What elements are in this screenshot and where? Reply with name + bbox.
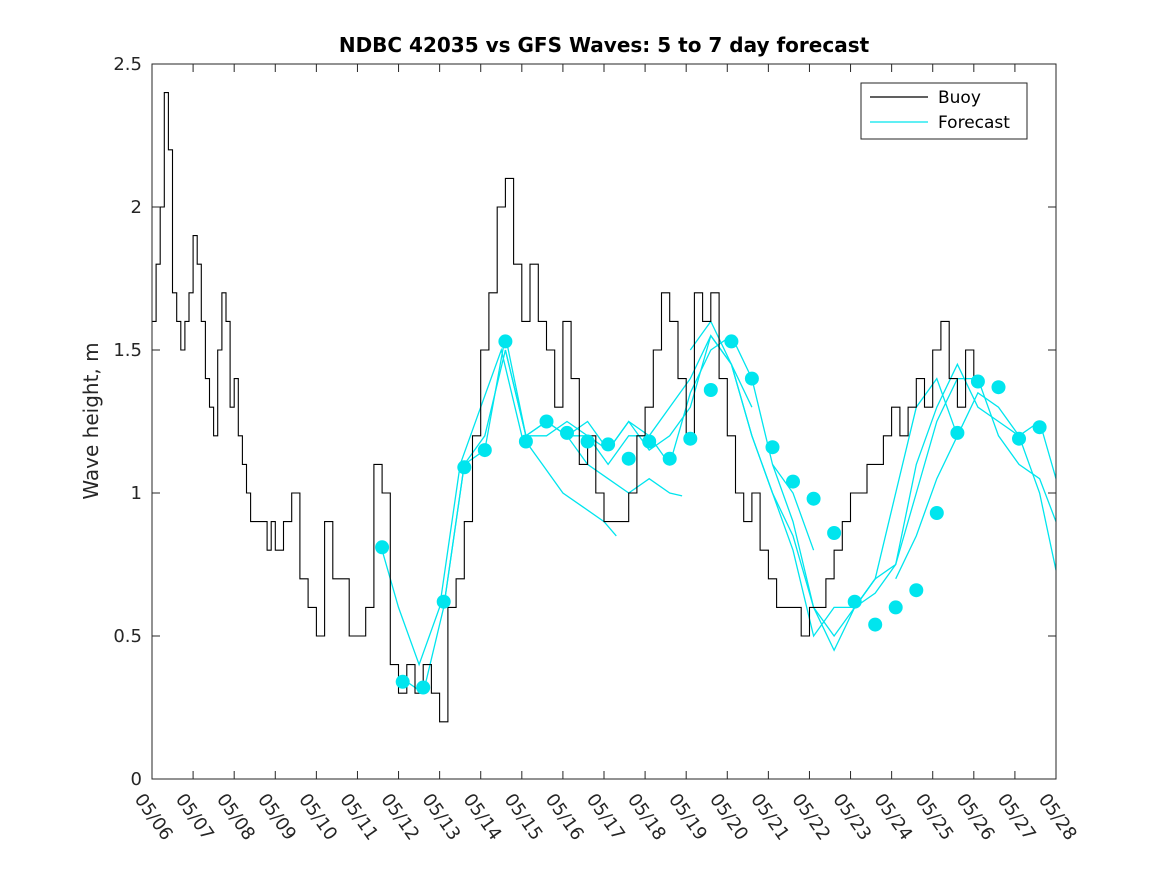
x-tick-label-15: 05/21 [746, 790, 793, 845]
x-tick-label-7: 05/13 [418, 790, 465, 845]
forecast-point-26 [909, 583, 924, 598]
forecast-line-8 [895, 391, 1057, 580]
x-tick-label-5: 05/11 [335, 790, 382, 845]
forecast-point-8 [539, 414, 554, 429]
forecast-point-19 [765, 440, 780, 455]
x-tick-label-9: 05/15 [500, 790, 547, 845]
x-tick-label-22: 05/28 [1034, 790, 1081, 845]
forecast-point-27 [929, 506, 944, 520]
forecast-point-14 [662, 451, 677, 466]
forecast-point-16 [703, 383, 718, 397]
y-tick-label-3: 1.5 [113, 340, 142, 361]
forecast-point-11 [601, 437, 616, 452]
x-tick-label-18: 05/24 [870, 790, 917, 845]
legend-forecast-label: Forecast [938, 113, 1010, 133]
x-tick-label-19: 05/25 [911, 790, 958, 845]
x-tick-label-6: 05/12 [376, 790, 423, 845]
forecast-point-24 [868, 617, 883, 632]
x-tick-label-4: 05/10 [294, 790, 341, 845]
forecast-line-4 [566, 334, 876, 638]
forecast-point-29 [970, 374, 985, 389]
buoy-line [152, 92, 982, 723]
forecast-point-10 [580, 434, 595, 449]
x-tick-label-20: 05/26 [952, 790, 999, 845]
forecast-point-30 [991, 380, 1006, 395]
forecast-point-21 [806, 491, 821, 506]
x-tick-label-0: 05/06 [130, 790, 177, 845]
forecast-line-0 [381, 347, 617, 667]
y-tick-label-5: 2.5 [113, 54, 142, 75]
y-tick-label-1: 0.5 [113, 626, 142, 647]
legend-buoy-label: Buoy [938, 88, 981, 108]
forecast-point-1 [395, 674, 410, 689]
forecast-point-23 [847, 594, 862, 609]
forecast-point-13 [642, 434, 657, 449]
x-tick-label-17: 05/23 [828, 790, 875, 845]
forecast-point-31 [1012, 431, 1026, 446]
x-tick-label-8: 05/14 [459, 790, 506, 845]
legend: Buoy Forecast [860, 82, 1028, 140]
forecast-line-6 [771, 362, 1057, 652]
x-tick-label-13: 05/19 [664, 790, 711, 845]
y-tick-label-4: 2 [131, 197, 142, 218]
forecast-line-3 [504, 334, 815, 551]
chart-title: NDBC 42035 vs GFS Waves: 5 to 7 day fore… [339, 33, 870, 57]
x-tick-label-16: 05/22 [787, 790, 834, 845]
forecast-point-5 [477, 443, 492, 458]
forecast-line-1 [402, 335, 683, 695]
x-tick-label-12: 05/18 [623, 790, 670, 845]
forecast-line-5 [689, 320, 959, 638]
x-tick-label-11: 05/17 [582, 790, 629, 845]
forecast-point-15 [683, 431, 698, 446]
x-tick-label-21: 05/27 [993, 790, 1040, 845]
plot-layer [152, 92, 1057, 723]
forecast-point-0 [375, 540, 390, 555]
forecast-point-32 [1032, 420, 1047, 435]
x-tick-label-3: 05/09 [253, 790, 300, 845]
plot-frame [151, 63, 1057, 780]
forecast-point-17 [724, 334, 739, 349]
legend-box [860, 82, 1028, 140]
x-tick-label-2: 05/08 [212, 790, 259, 845]
forecast-point-28 [950, 425, 965, 440]
x-tick-label-14: 05/20 [705, 790, 752, 845]
forecast-point-4 [457, 460, 472, 475]
forecast-point-12 [621, 451, 636, 466]
forecast-point-2 [416, 680, 431, 695]
forecast-point-9 [560, 425, 574, 440]
forecast-point-7 [518, 434, 533, 449]
forecast-point-25 [888, 600, 903, 615]
x-tick-label-1: 05/07 [171, 790, 218, 845]
y-axis-label: Wave height, m [79, 342, 103, 499]
y-tick-label-0: 0 [131, 769, 142, 790]
forecast-point-18 [744, 371, 759, 386]
forecast-line-7 [854, 377, 1057, 608]
forecast-point-22 [827, 526, 842, 540]
forecast-point-20 [786, 474, 800, 489]
forecast-point-3 [436, 594, 451, 609]
forecast-line-2 [443, 334, 753, 608]
forecast-point-6 [498, 334, 513, 349]
x-tick-label-10: 05/16 [541, 790, 588, 845]
y-tick-label-2: 1 [131, 483, 142, 504]
